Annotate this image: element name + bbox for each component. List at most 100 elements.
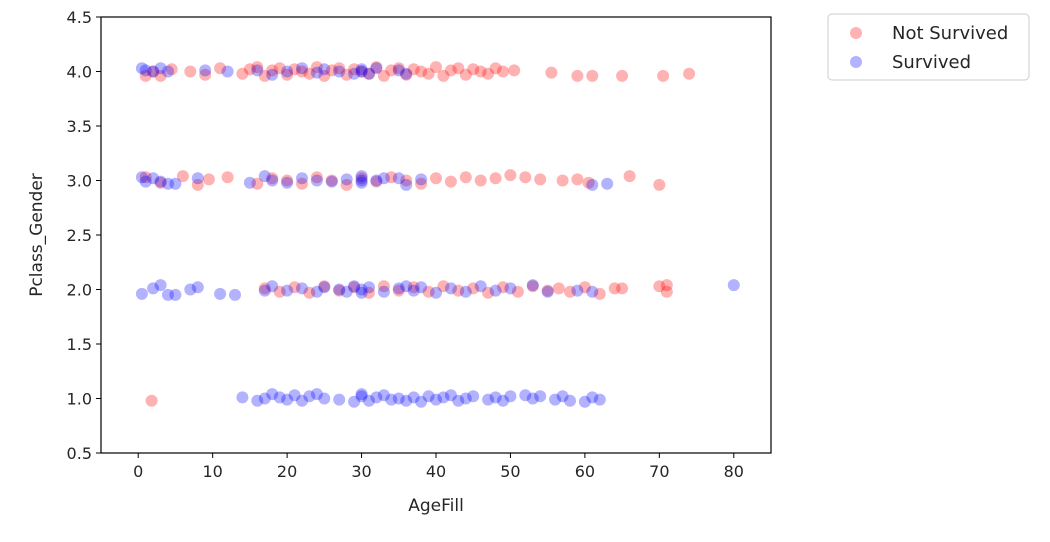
data-point-not-survived [154, 69, 167, 82]
data-point-not-survived [202, 173, 215, 186]
data-point-survived [400, 178, 413, 191]
data-point-survived [266, 174, 279, 187]
data-point-not-survived [348, 63, 361, 76]
data-point-not-survived [660, 285, 673, 298]
data-point-survived [310, 285, 323, 298]
data-point-not-survived [325, 174, 338, 187]
data-point-not-survived [266, 64, 279, 77]
data-point-survived [407, 391, 420, 404]
data-point-not-survived [363, 67, 375, 80]
data-point-not-survived [288, 281, 301, 294]
x-tick-label: 0 [133, 462, 143, 481]
data-point-not-survived [437, 280, 450, 293]
data-point-survived [452, 394, 465, 407]
data-point-not-survived [251, 177, 264, 190]
data-point-survived [169, 177, 182, 190]
data-point-survived [363, 394, 375, 407]
data-point-survived [318, 281, 331, 294]
data-point-survived [377, 172, 390, 185]
data-point-survived [266, 280, 279, 293]
data-point-not-survived [653, 280, 666, 293]
data-point-survived [355, 390, 368, 403]
data-point-not-survived [370, 61, 383, 74]
data-point-not-survived [444, 64, 457, 77]
data-point-not-survived [199, 68, 212, 81]
data-point-survived [437, 391, 450, 404]
data-point-not-survived [333, 284, 346, 297]
data-point-not-survived [296, 65, 308, 78]
data-point-not-survived [348, 281, 361, 294]
data-point-not-survived [281, 68, 294, 81]
data-point-survived [266, 68, 279, 81]
data-point-survived [519, 389, 532, 402]
data-point-not-survived [303, 286, 316, 299]
data-point-survived [482, 393, 495, 406]
x-tick-label: 80 [724, 462, 744, 481]
data-point-not-survived [437, 69, 450, 82]
data-point-survived [727, 279, 740, 292]
data-point-not-survived [139, 69, 152, 82]
data-point-not-survived [430, 172, 442, 185]
data-point-survived [135, 62, 148, 75]
data-point-survived [139, 175, 152, 188]
y-tick-label: 0.5 [67, 444, 92, 463]
data-point-survived [229, 288, 241, 301]
data-point-not-survived [303, 67, 316, 80]
data-point-not-survived [608, 282, 621, 295]
data-point-not-survived [377, 69, 390, 82]
data-point-survived [355, 283, 368, 296]
data-point-survived [355, 176, 368, 189]
data-point-survived [370, 391, 383, 404]
data-point-not-survived [325, 64, 338, 77]
data-point-not-survived [467, 282, 480, 295]
data-point-not-survived [504, 169, 517, 182]
data-point-survived [586, 391, 599, 404]
data-point-survived [162, 65, 174, 78]
y-tick-label: 3.5 [67, 117, 92, 136]
data-point-not-survived [363, 286, 375, 299]
data-points-layer [135, 61, 740, 408]
data-point-survived [281, 393, 294, 406]
x-tick-label: 40 [426, 462, 446, 481]
data-point-not-survived [296, 177, 308, 190]
data-point-not-survived [392, 62, 405, 75]
data-point-survived [556, 390, 569, 403]
data-point-not-survived [452, 284, 465, 297]
legend-marker-survived [850, 56, 862, 68]
legend-marker-not-survived [850, 27, 862, 39]
data-point-not-survived [526, 280, 539, 293]
legend: Not Survived Survived [827, 13, 1030, 81]
data-point-survived [348, 280, 361, 293]
data-point-survived [422, 390, 435, 403]
data-point-not-survived [497, 65, 509, 78]
data-point-not-survived [508, 64, 521, 77]
data-point-survived [296, 394, 308, 407]
data-point-survived [586, 285, 599, 298]
data-point-not-survived [318, 69, 331, 82]
data-point-survived [400, 280, 413, 293]
data-point-survived [526, 279, 539, 292]
y-tick-label: 4.0 [67, 63, 92, 82]
y-tick-label: 3.0 [67, 172, 92, 191]
data-point-survived [243, 176, 256, 189]
data-point-survived [251, 64, 264, 77]
y-tick-label: 1.0 [67, 390, 92, 409]
data-point-survived [586, 178, 599, 191]
data-point-not-survived [288, 63, 301, 76]
data-point-survived [377, 389, 390, 402]
data-point-not-survived [147, 65, 160, 78]
data-point-not-survived [415, 177, 428, 190]
data-point-not-survived [593, 287, 606, 300]
data-point-survived [162, 288, 174, 301]
data-point-not-survived [139, 171, 152, 184]
data-point-survived [281, 176, 294, 189]
data-point-survived [214, 287, 227, 300]
x-tick-label: 20 [277, 462, 297, 481]
data-point-survived [303, 390, 316, 403]
data-point-survived [191, 281, 204, 294]
data-point-not-survived [415, 65, 428, 78]
data-point-not-survived [556, 174, 569, 187]
y-axis-ticks: 0.5 1.0 1.5 2.0 2.5 3.0 3.5 4.0 4.5 [67, 8, 101, 463]
data-point-survived [191, 172, 204, 185]
data-point-survived [363, 67, 375, 80]
